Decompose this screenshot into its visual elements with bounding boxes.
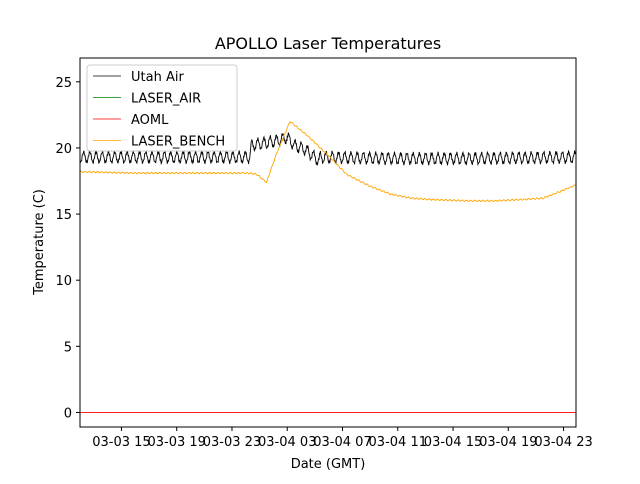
series-line-utah-air xyxy=(79,132,576,167)
x-tick-label: 03-04 03 xyxy=(258,435,316,450)
plot-frame xyxy=(79,57,577,428)
y-tick-label: 5 xyxy=(64,340,72,355)
legend-frame xyxy=(86,64,238,152)
legend-label: LASER_BENCH xyxy=(131,135,225,150)
x-tick-label: 03-04 07 xyxy=(313,435,371,450)
legend: Utah Air LASER_AIR AOML LASER_BENCH xyxy=(86,64,238,152)
x-axis-label: Date (GMT) xyxy=(291,457,366,472)
x-tick-label: 03-03 15 xyxy=(92,435,150,450)
x-tick-label: 03-04 23 xyxy=(534,435,592,450)
plot-area xyxy=(79,121,577,413)
x-tick-label: 03-03 19 xyxy=(147,435,205,450)
y-tick-label: 25 xyxy=(55,76,72,91)
x-tick-label: 03-04 19 xyxy=(479,435,537,450)
y-tick-label: 10 xyxy=(55,274,72,289)
legend-label: Utah Air xyxy=(131,70,184,85)
y-tick-label: 15 xyxy=(55,208,72,223)
x-tick-label: 03-04 15 xyxy=(424,435,482,450)
y-tick-label: 0 xyxy=(64,406,72,421)
chart-title: APOLLO Laser Temperatures xyxy=(215,34,441,53)
series-line-laser-bench xyxy=(79,121,577,203)
x-tick-label: 03-04 11 xyxy=(369,435,427,450)
x-tick-label: 03-03 23 xyxy=(203,435,261,450)
legend-label: LASER_AIR xyxy=(131,92,201,107)
legend-label: AOML xyxy=(131,113,169,128)
y-axis-label: Temperature (C) xyxy=(32,189,47,296)
y-tick-label: 20 xyxy=(55,142,72,157)
